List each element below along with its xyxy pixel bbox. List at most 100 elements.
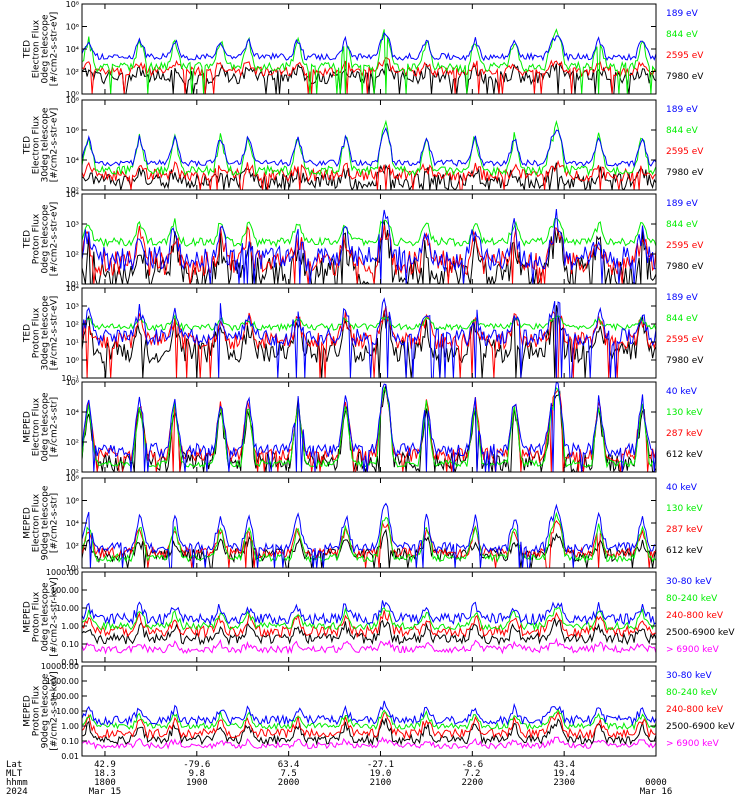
y-tick-label: 10⁴	[66, 408, 79, 417]
panel-3: 10¹ 10² 10³ 10⁴ TEDProton Flux0deg telescope…	[23, 190, 705, 289]
legend-entry: 2595 eV	[666, 335, 704, 345]
y-tick-label: 10⁰	[66, 356, 79, 365]
panel-7: 0.010.101.0010.00100.001000.00MEPEDProto…	[23, 568, 736, 667]
series-line--6900-kev	[82, 736, 656, 750]
panel-frame	[81, 3, 657, 95]
footer-cell: 18.3	[94, 769, 116, 779]
y-tick-label: 1.00	[61, 722, 79, 731]
legend-entry: 80-240 keV	[666, 594, 718, 604]
y-axis-label: TEDProton Flux0deg telescope[#/cm2-s-str…	[23, 202, 60, 277]
legend-entry: 7980 eV	[666, 168, 704, 178]
legend-entry: > 6900 keV	[666, 645, 720, 655]
footer-row-label: hhmm	[6, 778, 28, 788]
legend-entry: 7980 eV	[666, 356, 704, 366]
y-tick-label: 10²	[66, 542, 79, 551]
y-axis-label-line: 0deg telescope	[41, 582, 51, 652]
series-line-80-240-kev	[82, 607, 656, 632]
y-axis-label: TEDElectron Flux0deg telescope[#/cm2-s-s…	[23, 12, 60, 87]
legend-entry: 287 keV	[666, 429, 703, 439]
legend-entry: 30-80 keV	[666, 671, 712, 681]
panel-series-group	[82, 700, 656, 750]
y-axis-label-line: 90deg telescope	[41, 673, 51, 748]
y-tick-label: 10⁴	[66, 284, 79, 293]
legend-entry: 30-80 keV	[666, 577, 712, 587]
y-tick-label: 100.00	[51, 692, 79, 701]
y-tick-label: 10.00	[56, 707, 79, 716]
footer-cell: Mar 16	[640, 787, 673, 797]
y-axis-label-line: Proton Flux	[32, 591, 42, 642]
panel-series-group	[82, 502, 656, 568]
y-axis-label-line: TED	[23, 40, 33, 59]
legend-entry: 844 eV	[666, 220, 699, 230]
y-axis-label-line: Electron Flux	[32, 493, 42, 552]
y-tick-label: 10000.00	[41, 662, 79, 671]
series-line-2595-ev	[82, 57, 656, 94]
legend-entry: 844 eV	[666, 314, 699, 324]
footer-row-label: MLT	[6, 769, 23, 779]
y-tick-label: 10³	[66, 220, 79, 229]
y-tick-label: 1000.00	[46, 568, 79, 577]
footer-cell: 7.5	[281, 769, 297, 779]
legend-entry: 189 eV	[666, 199, 699, 209]
footer-cell: 9.8	[189, 769, 205, 779]
panel-series-group	[82, 382, 656, 472]
series-line-40-kev	[82, 382, 656, 472]
legend-entry: 240-800 keV	[666, 611, 724, 621]
panel-frame	[81, 99, 657, 191]
y-tick-label: 10⁶	[66, 497, 79, 506]
y-tick-label: 10²	[66, 468, 79, 477]
y-tick-label: 10⁴	[66, 45, 79, 54]
y-axis-label-line: [#/cm2-s-str-eV]	[50, 202, 60, 277]
series-line-844-ev	[82, 217, 656, 248]
y-axis-label: MEPEDProton Flux90deg telescope[#/cm2-s-…	[23, 671, 60, 750]
y-tick-label: 10⁸	[66, 474, 79, 483]
panel-series-group	[82, 209, 656, 284]
y-tick-label: 10¹	[66, 280, 79, 289]
legend-entry: 40 keV	[666, 483, 698, 493]
footer-cell: 7.2	[464, 769, 480, 779]
panel-series-group	[82, 600, 656, 655]
series-line--6900-kev	[82, 637, 656, 655]
y-tick-label: 10⁰	[66, 90, 79, 99]
legend-entry: 80-240 keV	[666, 688, 718, 698]
y-axis-label-line: MEPED	[23, 507, 33, 539]
y-axis-label-line: TED	[23, 230, 33, 249]
footer-row-label: Lat	[6, 760, 22, 770]
y-tick-label: 10²	[66, 186, 79, 195]
y-axis-label-line: Proton Flux	[32, 307, 42, 358]
y-axis-label-line: Proton Flux	[32, 685, 42, 736]
y-axis-label-line: [#/cm2-s-str-eV]	[50, 108, 60, 183]
series-line-189-ev	[82, 297, 656, 378]
y-tick-label: 10⁸	[66, 0, 79, 9]
legend-entry: 7980 eV	[666, 262, 704, 272]
legend-entry: 240-800 keV	[666, 705, 724, 715]
y-tick-label: 10¹	[66, 338, 79, 347]
legend-entry: 189 eV	[666, 105, 699, 115]
series-line-240-800-kev	[82, 710, 656, 740]
series-line-2500-6900-kev	[82, 616, 656, 646]
series-line-189-ev	[82, 126, 656, 168]
legend-entry: 844 eV	[666, 126, 699, 136]
footer-cell: 2100	[370, 778, 392, 788]
y-axis-label-line: MEPED	[23, 411, 33, 443]
y-axis-label-line: MEPED	[23, 601, 33, 633]
series-line-2595-ev	[82, 224, 656, 284]
y-axis-label-line: TED	[23, 324, 33, 343]
y-axis-label-line: 0deg telescope	[41, 14, 51, 84]
footer-cell: 0000	[645, 778, 667, 788]
panel-frame	[81, 571, 657, 663]
y-tick-label: 10⁶	[66, 23, 79, 32]
footer-cell: 1800	[94, 778, 116, 788]
y-axis-label: MEPEDElectron Flux90deg telescope[#/cm2-…	[23, 485, 60, 560]
footer-cell: 19.0	[370, 769, 392, 779]
series-line-189-ev	[82, 31, 656, 62]
y-tick-label: 10⁻¹	[61, 374, 79, 383]
footer-cell: 2200	[461, 778, 483, 788]
y-axis-label: TEDElectron Flux30deg telescope[#/cm2-s-…	[23, 107, 60, 182]
y-axis-label-line: MEPED	[23, 695, 33, 727]
series-line-40-kev	[82, 502, 656, 568]
series-line-844-ev	[82, 119, 656, 177]
footer-cell: 43.4	[553, 760, 575, 770]
footer-cell: 63.4	[278, 760, 300, 770]
series-line-240-800-kev	[82, 610, 656, 639]
